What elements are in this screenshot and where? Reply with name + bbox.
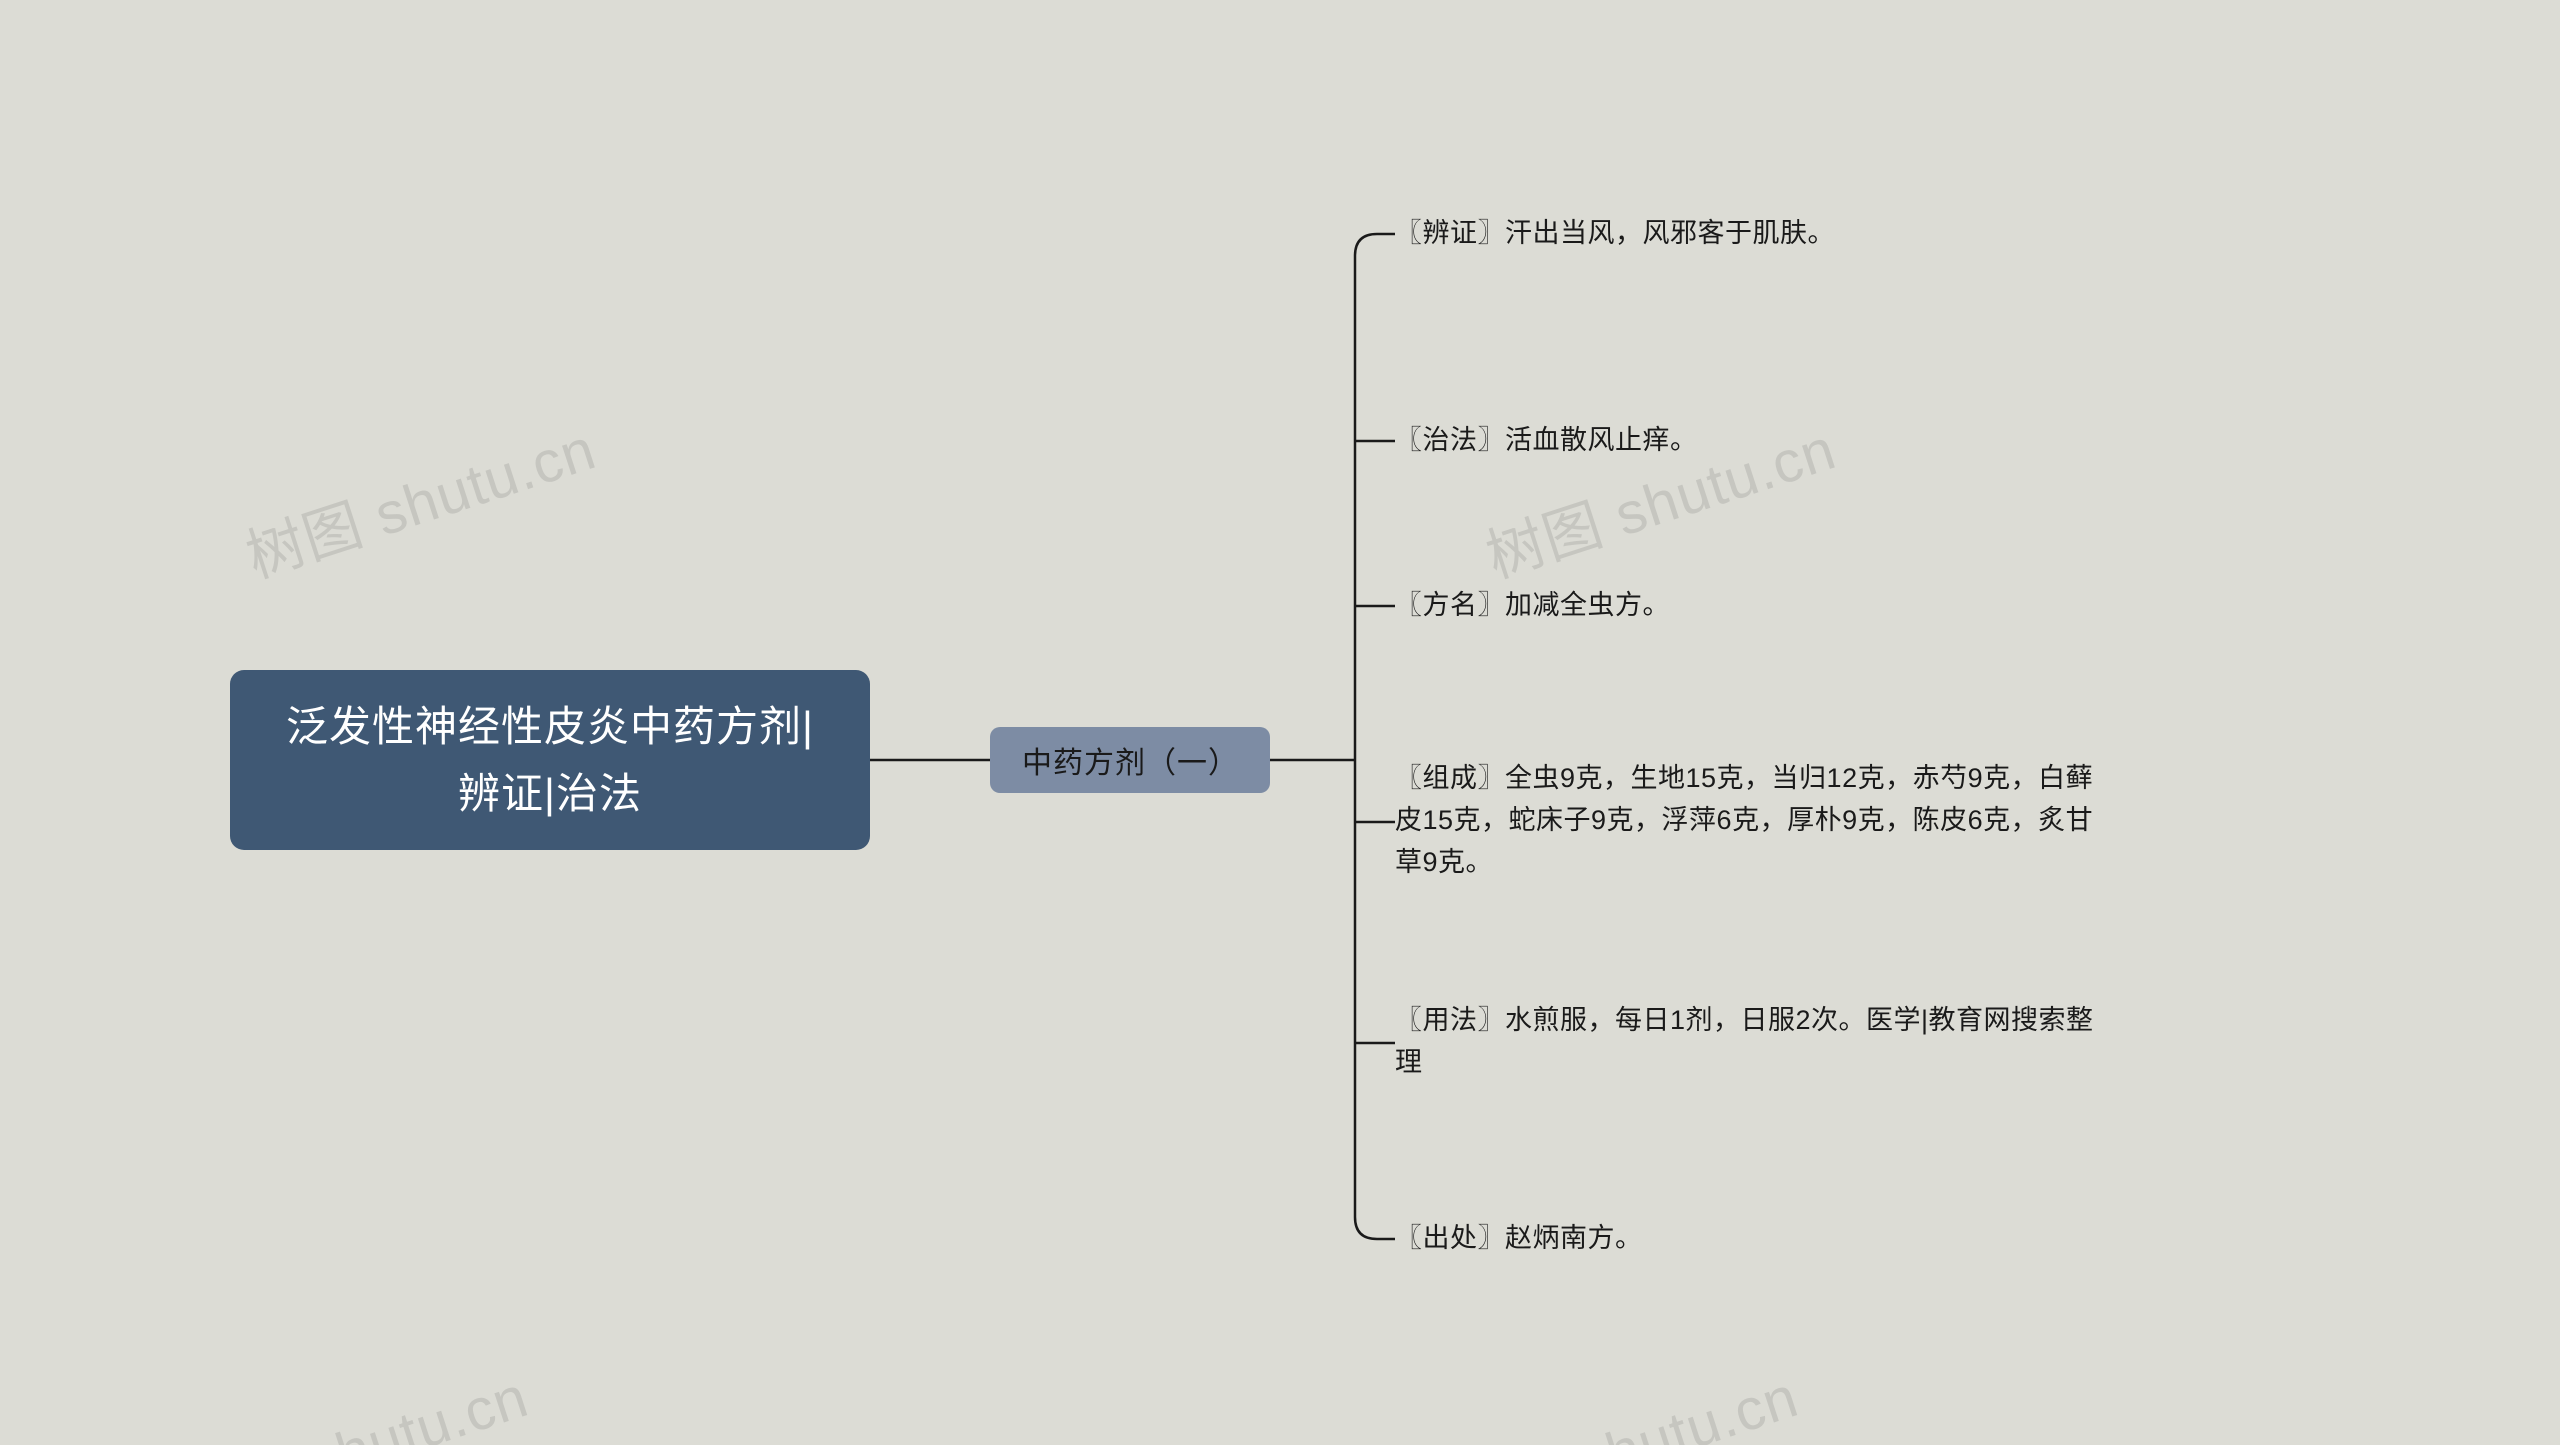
leaf-node-label: 〖组成〗全虫9克，生地15克，当归12克，赤芍9克，白藓皮15克，蛇床子9克，浮… bbox=[1395, 758, 2115, 884]
leaf-node-4[interactable]: 〖用法〗水煎服，每日1剂，日服2次。医学|教育网搜索整理 bbox=[1395, 1000, 2115, 1084]
watermark-2: shutu.cn bbox=[299, 1363, 536, 1445]
leaf-node-2[interactable]: 〖方名〗加减全虫方。 bbox=[1395, 585, 1670, 627]
leaf-node-label: 〖治法〗活血散风止痒。 bbox=[1395, 420, 1698, 462]
watermark-3: shutu.cn bbox=[1569, 1363, 1806, 1445]
leaf-node-5[interactable]: 〖出处〗赵炳南方。 bbox=[1395, 1218, 1643, 1260]
branch-node-label: 中药方剂（一） bbox=[1022, 738, 1238, 782]
root-node[interactable]: 泛发性神经性皮炎中药方剂|辨证|治法 bbox=[230, 670, 870, 850]
leaf-node-label: 〖方名〗加减全虫方。 bbox=[1395, 585, 1670, 627]
branch-node[interactable]: 中药方剂（一） bbox=[990, 727, 1270, 793]
root-node-label: 泛发性神经性皮炎中药方剂|辨证|治法 bbox=[274, 693, 826, 827]
leaf-node-label: 〖辨证〗汗出当风，风邪客于肌肤。 bbox=[1395, 213, 1835, 255]
leaf-node-0[interactable]: 〖辨证〗汗出当风，风邪客于肌肤。 bbox=[1395, 213, 1835, 255]
leaf-node-3[interactable]: 〖组成〗全虫9克，生地15克，当归12克，赤芍9克，白藓皮15克，蛇床子9克，浮… bbox=[1395, 758, 2115, 884]
leaf-node-1[interactable]: 〖治法〗活血散风止痒。 bbox=[1395, 420, 1698, 462]
watermark-0: 树图 shutu.cn bbox=[234, 402, 605, 594]
mindmap-canvas: 泛发性神经性皮炎中药方剂|辨证|治法 中药方剂（一） 〖辨证〗汗出当风，风邪客于… bbox=[0, 0, 2560, 1445]
leaf-node-label: 〖用法〗水煎服，每日1剂，日服2次。医学|教育网搜索整理 bbox=[1395, 1000, 2115, 1084]
leaf-node-label: 〖出处〗赵炳南方。 bbox=[1395, 1218, 1643, 1260]
